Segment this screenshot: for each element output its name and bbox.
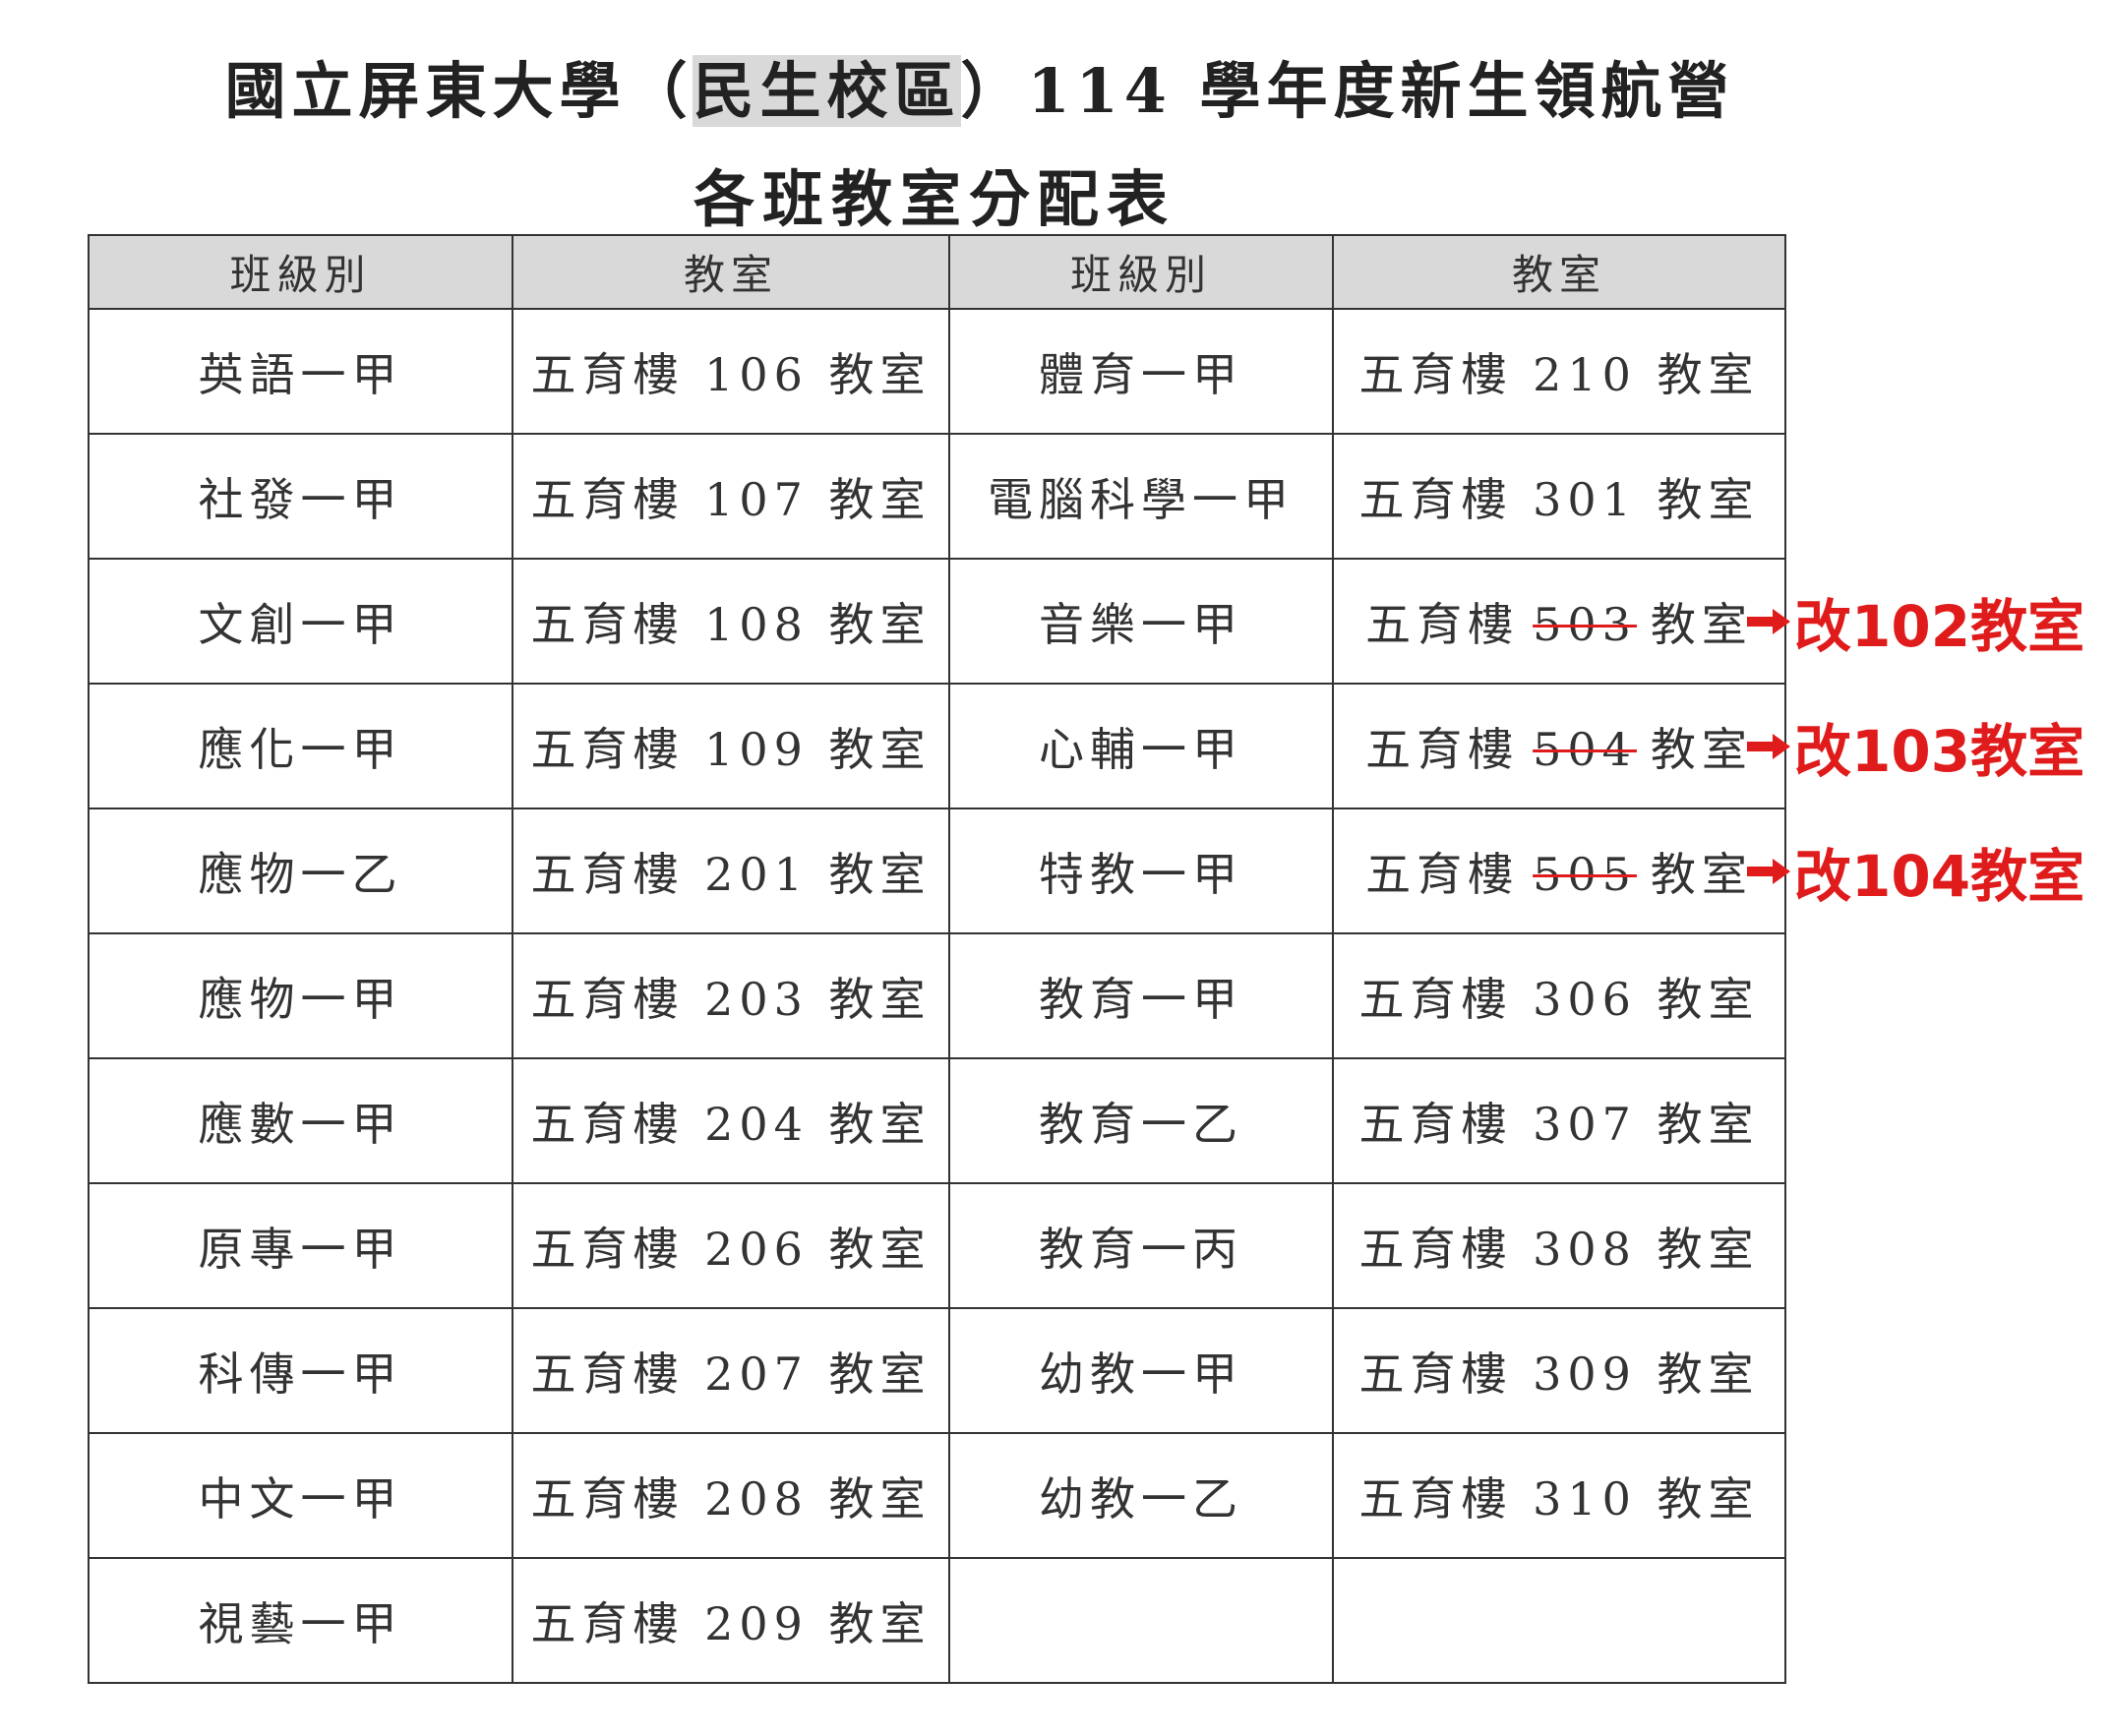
table-row: 原專一甲 五育樓 206 教室 教育一丙 五育樓 308 教室 — [88, 1182, 1786, 1309]
table-row: 英語一甲 五育樓 106 教室 體育一甲 五育樓 210 教室 — [88, 308, 1786, 435]
correction-note: 改103教室 — [1794, 717, 2085, 785]
table-cell: 教育一丙 — [948, 1182, 1334, 1309]
title: 國立屏東大學（民生校區）114 學年度新生領航營 — [0, 41, 1959, 130]
arrow-shape — [1747, 858, 1790, 884]
table-cell: 幼教一甲 — [948, 1307, 1334, 1434]
column-header: 班級別 — [948, 234, 1334, 310]
table-cell: 幼教一乙 — [948, 1432, 1334, 1559]
building: 五育樓 — [1365, 597, 1520, 651]
subtitle: 各班教室分配表 — [693, 163, 1176, 235]
title-highlight: 民生校區 — [693, 55, 961, 127]
table-cell: 心輔一甲 — [948, 683, 1334, 809]
old-room: 505 — [1533, 847, 1637, 901]
old-room: 504 — [1533, 722, 1637, 776]
corrected-cell: 五育樓 505 教室 改104教室 — [1332, 808, 2084, 934]
table-cell: 中文一甲 — [88, 1432, 513, 1559]
table-cell: 五育樓 309 教室 — [1332, 1307, 1786, 1434]
table-cell: 五育樓 308 教室 — [1332, 1182, 1786, 1309]
table-cell: 社發一甲 — [88, 433, 513, 560]
table-cell: 文創一甲 — [88, 558, 513, 685]
table-row: 應數一甲 五育樓 204 教室 教育一乙 五育樓 307 教室 — [88, 1057, 1786, 1184]
table-cell: 應物一甲 — [88, 932, 513, 1059]
empty-cell — [1332, 1557, 1786, 1684]
column-header: 教室 — [512, 234, 950, 310]
column-header: 教室 — [1332, 234, 1786, 310]
table-cell: 五育樓 307 教室 — [1332, 1057, 1786, 1184]
room-word: 教室 — [1650, 722, 1753, 776]
table-row: 視藝一甲 五育樓 209 教室 — [88, 1557, 1786, 1684]
arrow — [1747, 733, 1790, 759]
header-row: 班級別 教室 班級別 教室 — [88, 234, 1786, 310]
table-cell: 五育樓 201 教室 — [512, 808, 950, 934]
old-room: 503 — [1533, 597, 1637, 651]
classroom-table: 班級別 教室 班級別 教室 英語一甲 五育樓 106 教室 體育一甲 五育樓 210 教室社… — [88, 234, 2084, 1684]
table-row: 應化一甲 五育樓 109 教室 心輔一甲 五育樓 504 教室 改103教室 — [88, 683, 2084, 809]
table-cell: 視藝一甲 — [88, 1557, 513, 1684]
room-word: 教室 — [1650, 847, 1753, 901]
table-cell: 教育一甲 — [948, 932, 1334, 1059]
arrow — [1747, 858, 1790, 884]
title-text: ）114 學年度新生領航營 — [960, 55, 1735, 127]
table-cell: 五育樓 107 教室 — [512, 433, 950, 560]
table-cell: 五育樓 306 教室 — [1332, 932, 1786, 1059]
table-cell: 五育樓 209 教室 — [512, 1557, 950, 1684]
table-cell: 原專一甲 — [88, 1182, 513, 1309]
table-cell: 英語一甲 — [88, 308, 513, 435]
table-cell: 五育樓 206 教室 — [512, 1182, 950, 1309]
room-word: 教室 — [1650, 597, 1753, 651]
table-cell: 五育樓 207 教室 — [512, 1307, 950, 1434]
table-cell: 音樂一甲 — [948, 558, 1334, 685]
table-row: 文創一甲 五育樓 108 教室 音樂一甲 五育樓 503 教室 改102教室 — [88, 558, 2084, 685]
table-cell: 電腦科學一甲 — [948, 433, 1334, 560]
table-cell: 科傳一甲 — [88, 1307, 513, 1434]
table-row: 應物一甲 五育樓 203 教室 教育一甲 五育樓 306 教室 — [88, 932, 1786, 1059]
table-row: 中文一甲 五育樓 208 教室 幼教一乙 五育樓 310 教室 — [88, 1432, 1786, 1559]
table-row: 科傳一甲 五育樓 207 教室 幼教一甲 五育樓 309 教室 — [88, 1307, 1786, 1434]
correction-note: 改102教室 — [1794, 592, 2085, 660]
empty-cell — [948, 1557, 1334, 1684]
table-cell: 應物一乙 — [88, 808, 513, 934]
table-cell: 應化一甲 — [88, 683, 513, 809]
table-cell: 教育一乙 — [948, 1057, 1334, 1184]
table-cell: 五育樓 108 教室 — [512, 558, 950, 685]
table-cell: 五育樓 204 教室 — [512, 1057, 950, 1184]
table-cell: 五育樓 109 教室 — [512, 683, 950, 809]
table-row: 社發一甲 五育樓 107 教室 電腦科學一甲 五育樓 301 教室 — [88, 433, 1786, 560]
table-cell: 應數一甲 — [88, 1057, 513, 1184]
table-row: 應物一乙 五育樓 201 教室 特教一甲 五育樓 505 教室 改104教室 — [88, 808, 2084, 934]
column-header: 班級別 — [88, 234, 513, 310]
corrected-cell: 五育樓 504 教室 改103教室 — [1332, 683, 2084, 809]
correction-note: 改104教室 — [1794, 842, 2085, 910]
arrow-shape — [1747, 733, 1790, 759]
table-cell: 五育樓 310 教室 — [1332, 1432, 1786, 1559]
arrow — [1747, 608, 1790, 634]
title-text: 國立屏東大學（ — [224, 55, 693, 127]
table-cell: 五育樓 210 教室 — [1332, 308, 1786, 435]
corrected-cell: 五育樓 503 教室 改102教室 — [1332, 558, 2084, 685]
table-cell: 五育樓 106 教室 — [512, 308, 950, 435]
building: 五育樓 — [1365, 722, 1520, 776]
table-cell: 五育樓 208 教室 — [512, 1432, 950, 1559]
building: 五育樓 — [1365, 847, 1520, 901]
table-cell: 五育樓 301 教室 — [1332, 433, 1786, 560]
arrow-shape — [1747, 608, 1790, 634]
table-cell: 五育樓 203 教室 — [512, 932, 950, 1059]
table-cell: 特教一甲 — [948, 808, 1334, 934]
table-cell: 體育一甲 — [948, 308, 1334, 435]
